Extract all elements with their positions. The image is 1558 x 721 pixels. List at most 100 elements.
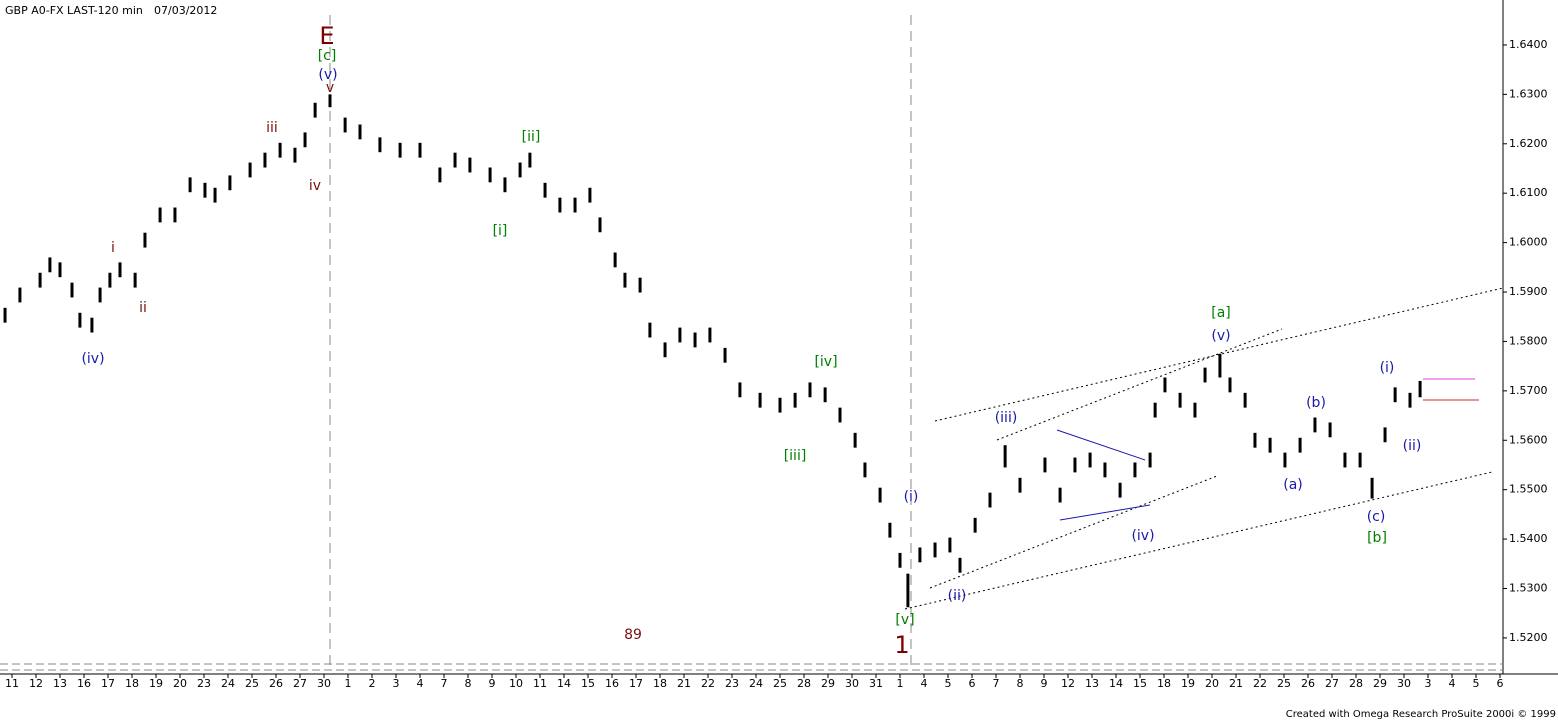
price-bar xyxy=(38,272,42,288)
x-tick-label: 10 xyxy=(509,677,523,690)
date: 07/03/2012 xyxy=(154,4,217,17)
price-bar xyxy=(678,327,682,343)
price-bar xyxy=(188,177,192,193)
wave-label: [iv] xyxy=(814,354,837,370)
price-bar xyxy=(528,152,532,168)
x-tick-label: 13 xyxy=(53,677,67,690)
x-tick-label: 28 xyxy=(797,677,811,690)
price-bar xyxy=(453,152,457,168)
price-bar xyxy=(518,162,522,178)
wave-label: [v] xyxy=(895,612,914,628)
x-tick-label: 15 xyxy=(1133,677,1147,690)
wave-label: [iii] xyxy=(784,448,807,464)
price-bar xyxy=(143,232,147,248)
wave-label: iv xyxy=(309,178,321,194)
wave-label: v xyxy=(326,80,334,96)
x-tick-label: 30 xyxy=(317,677,331,690)
x-tick-label: 5 xyxy=(945,677,952,690)
price-bar xyxy=(1178,392,1182,408)
price-bar xyxy=(58,262,62,278)
x-tick-label: 6 xyxy=(1497,677,1504,690)
triangle-line xyxy=(1056,429,1146,461)
x-tick-label: 11 xyxy=(5,677,19,690)
price-bar xyxy=(693,332,697,348)
x-tick-label: 12 xyxy=(29,677,43,690)
price-bar xyxy=(708,327,712,343)
price-bar xyxy=(263,152,267,168)
x-tick-label: 29 xyxy=(1373,677,1387,690)
price-bar xyxy=(1148,452,1152,468)
price-bar xyxy=(1343,452,1347,468)
price-bar xyxy=(1088,452,1092,468)
price-bar xyxy=(1043,457,1047,473)
y-tick-label: 1.5200 xyxy=(1509,631,1548,644)
price-bar xyxy=(1253,432,1257,448)
x-tick-label: 11 xyxy=(533,677,547,690)
x-tick-label: 25 xyxy=(245,677,259,690)
x-tick-label: 8 xyxy=(465,677,472,690)
triangle-line xyxy=(1059,504,1151,521)
price-bar xyxy=(213,187,217,203)
price-bar xyxy=(488,167,492,183)
price-bar xyxy=(303,132,307,148)
price-bar xyxy=(18,287,22,303)
y-tick-label: 1.6100 xyxy=(1509,186,1548,199)
price-bar xyxy=(418,142,422,158)
x-tick-label: 4 xyxy=(1449,677,1456,690)
x-tick-label: 24 xyxy=(221,677,235,690)
x-tick-label: 26 xyxy=(1301,677,1315,690)
price-bar xyxy=(1153,402,1157,418)
x-tick-label: 1 xyxy=(345,677,352,690)
price-bar xyxy=(1418,380,1422,398)
x-tick-label: 21 xyxy=(677,677,691,690)
price-bar xyxy=(1358,452,1362,468)
price-bar xyxy=(573,197,577,213)
price-bar xyxy=(293,147,297,163)
price-bar xyxy=(973,517,977,533)
trendline xyxy=(929,475,1218,589)
wave-label: (i) xyxy=(904,489,919,505)
price-bar xyxy=(888,522,892,538)
y-tick-label: 1.5900 xyxy=(1509,285,1548,298)
price-bar xyxy=(1228,377,1232,393)
price-bar xyxy=(808,382,812,398)
x-tick-label: 17 xyxy=(629,677,643,690)
x-tick-label: 7 xyxy=(993,677,1000,690)
price-bar xyxy=(118,262,122,278)
x-tick-label: 27 xyxy=(1325,677,1339,690)
wave-label: (v) xyxy=(318,67,337,83)
price-bar xyxy=(133,272,137,288)
price-bar xyxy=(1268,437,1272,453)
footer: Created with Omega Research ProSuite 200… xyxy=(1286,709,1556,720)
wave-label: E xyxy=(319,22,334,50)
x-tick-label: 20 xyxy=(1205,677,1219,690)
x-tick-label: 17 xyxy=(101,677,115,690)
price-bar xyxy=(853,432,857,448)
price-bar xyxy=(738,382,742,398)
price-bar xyxy=(328,94,332,108)
price-bar xyxy=(358,124,362,140)
price-bar xyxy=(648,322,652,338)
price-bar xyxy=(438,167,442,183)
x-tick-label: 14 xyxy=(557,677,571,690)
x-tick-label: 23 xyxy=(197,677,211,690)
x-tick-label: 9 xyxy=(1041,677,1048,690)
x-tick-label: 16 xyxy=(605,677,619,690)
price-bar xyxy=(898,552,902,568)
x-tick-label: 24 xyxy=(749,677,763,690)
x-tick-label: 13 xyxy=(1085,677,1099,690)
price-bar xyxy=(623,272,627,288)
x-tick-label: 9 xyxy=(489,677,496,690)
price-bar xyxy=(343,117,347,133)
x-tick-label: 22 xyxy=(1253,677,1267,690)
price-bar xyxy=(906,573,910,608)
price-bar xyxy=(1218,353,1222,378)
y-tick-label: 1.5500 xyxy=(1509,483,1548,496)
x-tick-label: 4 xyxy=(921,677,928,690)
price-bar xyxy=(1383,427,1387,443)
x-tick-label: 3 xyxy=(393,677,400,690)
x-tick-label: 3 xyxy=(1425,677,1432,690)
wave-label: (ii) xyxy=(948,588,967,604)
wave-label: (ii) xyxy=(1403,438,1422,454)
